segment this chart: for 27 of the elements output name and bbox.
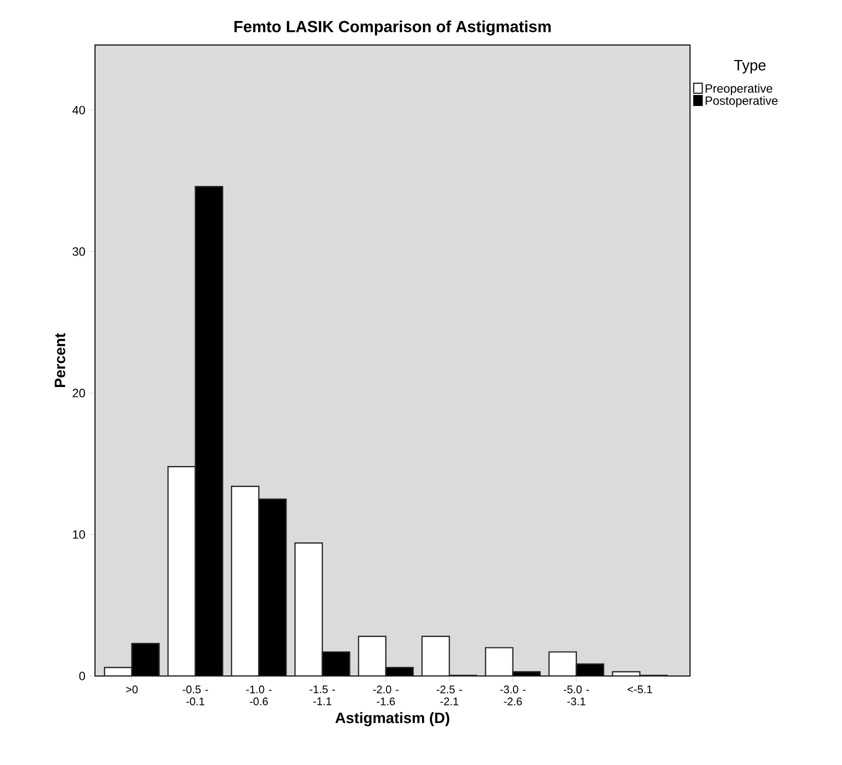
x-tick-label: -0.5 - -0.1 <box>182 686 208 706</box>
x-tick-label: -1.5 - -1.1 <box>310 686 335 706</box>
bar <box>295 543 322 676</box>
x-tick-label: >0 <box>126 686 138 694</box>
bar <box>422 636 450 676</box>
legend-title: Type <box>734 60 766 74</box>
y-tick-label: 40 <box>72 106 86 114</box>
x-tick-label: <-5.1 <box>628 686 652 694</box>
x-tick-label: -2.0 - -1.6 <box>373 686 398 706</box>
x-tick-label: -2.5 - -2.1 <box>436 686 462 706</box>
y-tick-label: 10 <box>73 530 86 539</box>
bar <box>168 466 196 676</box>
bar <box>549 652 576 676</box>
bar <box>486 648 513 676</box>
bar <box>232 486 259 676</box>
x-tick-label: -1.0 - -0.6 <box>246 686 272 706</box>
legend-label: Preoperative <box>706 84 772 96</box>
x-tick-label: -3.0 - -2.6 <box>500 686 526 706</box>
x-tick-label: -5.0 - -3.1 <box>564 686 589 706</box>
y-tick-label: 30 <box>72 247 86 256</box>
x-axis-title: Astigmatism (D) <box>335 712 450 726</box>
y-axis-title: Percent <box>54 333 66 388</box>
y-tick-label: 0 <box>79 672 86 680</box>
bar <box>358 636 386 676</box>
chart-title: Femto LASIK Comparison of Astigmatism <box>234 20 551 36</box>
y-tick-label: 20 <box>72 388 86 398</box>
legend-label: Postoperative <box>706 96 778 108</box>
